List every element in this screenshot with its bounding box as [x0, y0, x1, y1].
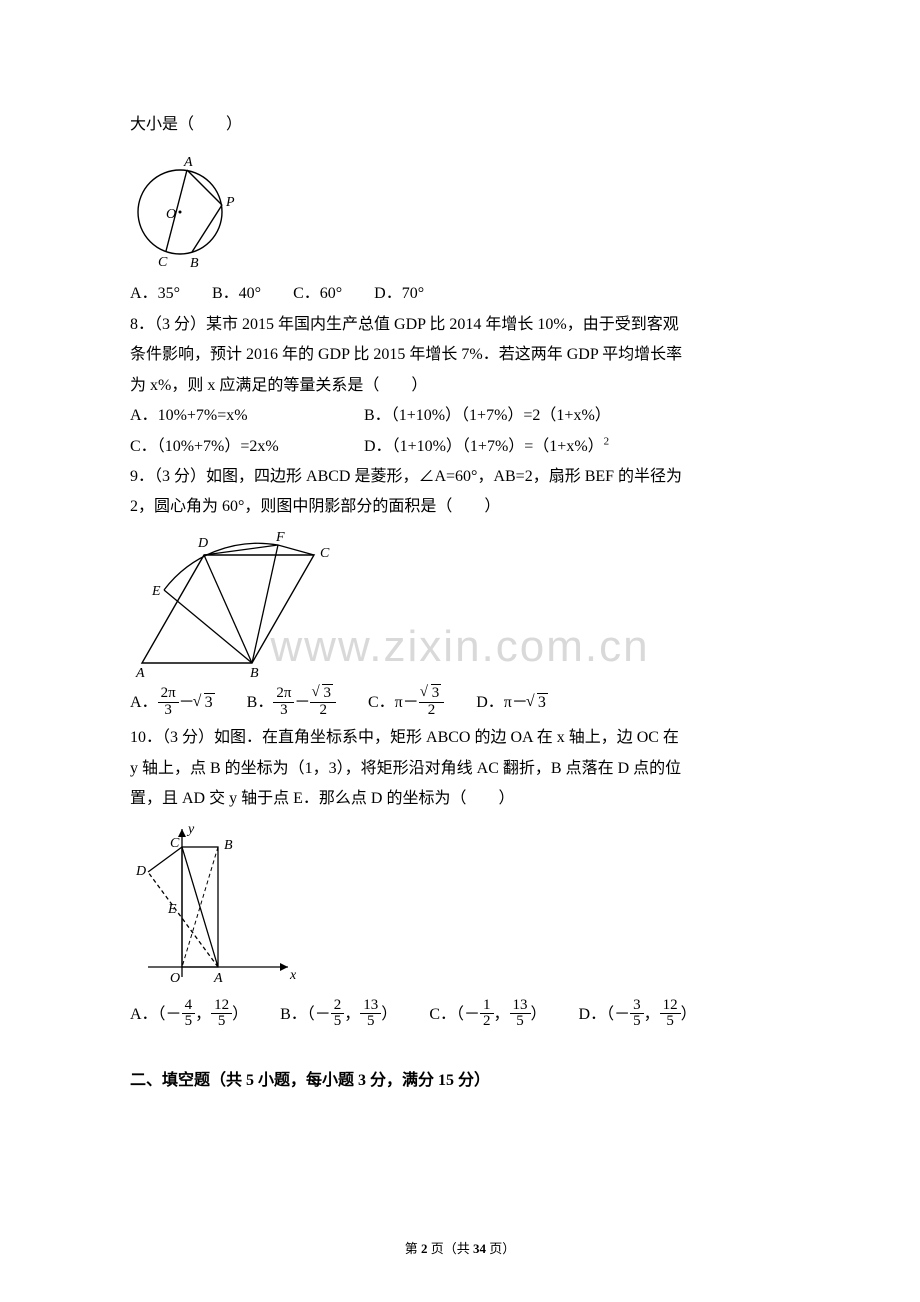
q9-opt-a: A．2π3－3 [130, 682, 215, 724]
svg-text:F: F [275, 530, 285, 545]
q10-opt-d: D．（－35，125） [579, 994, 697, 1036]
q7-options: A．35° B．40° C．60° D．70° [130, 279, 800, 309]
q10-line3: 置，且 AD 交 y 轴于点 E．那么点 D 的坐标为（ ） [130, 784, 800, 814]
q7-opt-a: A．35° [130, 279, 180, 309]
q8-line3: 为 x%，则 x 应满足的等量关系是（ ） [130, 371, 800, 401]
document-content: 大小是（ ） A O P B C A．35° B．40° [130, 110, 800, 1096]
svg-text:B: B [250, 666, 259, 680]
svg-text:O: O [166, 207, 176, 222]
q8-opt-b: B．（1+10%）（1+7%）=2（1+x%） [364, 407, 611, 424]
q10-opt-c: C．（－12，135） [429, 994, 546, 1036]
section2-title: 二、填空题（共 5 小题，每小题 3 分，满分 15 分） [130, 1066, 800, 1096]
q7-svg: A O P B C [130, 142, 240, 277]
q8-opt-a: A．10%+7%=x% [130, 401, 360, 431]
q9-figure: A B C D E F [130, 525, 800, 680]
q7-opt-d: D．70° [374, 279, 424, 309]
q7-opt-c: C．60° [293, 279, 342, 309]
q9-line1: 9．（3 分）如图，四边形 ABCD 是菱形，∠A=60°，AB=2，扇形 BE… [130, 462, 800, 492]
q9-line2: 2，圆心角为 60°，则图中阴影部分的面积是（ ） [130, 492, 800, 522]
svg-text:y: y [186, 822, 195, 837]
svg-text:C: C [170, 836, 180, 851]
svg-text:A: A [183, 155, 193, 170]
q8-opt-c: C．（10%+7%）=2x% [130, 432, 360, 462]
svg-text:C: C [158, 255, 168, 270]
svg-text:x: x [289, 968, 297, 983]
q9-svg: A B C D E F [130, 525, 350, 680]
q10-opt-b: B．（－25，135） [280, 994, 397, 1036]
q10-line2: y 轴上，点 B 的坐标为（1，3），将矩形沿对角线 AC 翻折，B 点落在 D… [130, 754, 800, 784]
q8-line2: 条件影响，预计 2016 年的 GDP 比 2015 年增长 7%．若这两年 G… [130, 340, 800, 370]
q9-opt-b: B．2π3－32 [247, 682, 336, 724]
q10-figure: O A B C D E x y [130, 817, 800, 992]
q10-opt-a: A．（－45，125） [130, 994, 248, 1036]
q7-continuation: 大小是（ ） [130, 110, 800, 140]
q10-svg: O A B C D E x y [130, 817, 300, 992]
svg-text:A: A [135, 666, 145, 680]
q8-options-row1: A．10%+7%=x% B．（1+10%）（1+7%）=2（1+x%） [130, 401, 800, 431]
svg-text:D: D [135, 864, 146, 879]
q8-line1: 8．（3 分）某市 2015 年国内生产总值 GDP 比 2014 年增长 10… [130, 310, 800, 340]
q10-line1: 10．（3 分）如图．在直角坐标系中，矩形 ABCO 的边 OA 在 x 轴上，… [130, 723, 800, 753]
svg-text:C: C [320, 546, 330, 561]
svg-text:A: A [213, 971, 223, 986]
q7-figure: A O P B C [130, 142, 800, 277]
q10-options: A．（－45，125） B．（－25，135） C．（－12，135） D．（－… [130, 994, 800, 1036]
svg-text:E: E [151, 584, 161, 599]
svg-text:B: B [190, 256, 199, 271]
svg-text:O: O [170, 971, 180, 986]
page-footer: 第 2 页（共 34 页） [0, 1237, 920, 1262]
q9-opt-c: C．π－32 [368, 682, 444, 724]
svg-text:B: B [224, 838, 233, 853]
spacer [130, 1035, 800, 1065]
q8-options-row2: C．（10%+7%）=2x% D．（1+10%）（1+7%）=（1+x%）2 [130, 431, 800, 462]
q8-opt-d: D．（1+10%）（1+7%）=（1+x%）2 [364, 438, 609, 455]
svg-text:E: E [167, 902, 177, 917]
svg-text:D: D [197, 536, 208, 551]
q9-options: A．2π3－3 B．2π3－32 C．π－32 D．π－3 [130, 682, 800, 724]
svg-text:P: P [225, 195, 235, 210]
q9-opt-d: D．π－3 [476, 682, 548, 724]
q7-opt-b: B．40° [212, 279, 261, 309]
